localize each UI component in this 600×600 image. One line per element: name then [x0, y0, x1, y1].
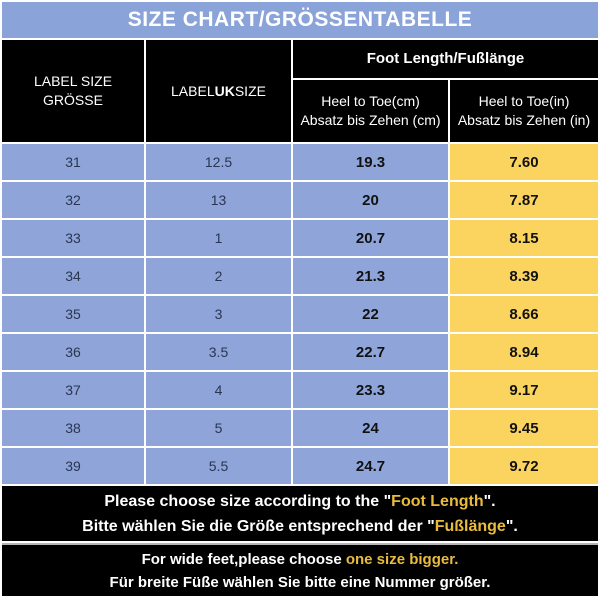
- cell-length-in: 8.15: [450, 220, 598, 256]
- header-label-size: LABEL SIZE GRÖSSE: [2, 40, 144, 142]
- header-heel-to-toe-in: Heel to Toe(in) Absatz bis Zehen (in): [450, 80, 598, 142]
- header-heel-to-toe-cm: Heel to Toe(cm) Absatz bis Zehen (cm): [293, 80, 448, 142]
- cell-length-cm: 22.7: [293, 334, 448, 370]
- note-foot-length: Please choose size according to the "Foo…: [2, 486, 598, 541]
- note-text: Please choose size according to the ": [104, 492, 392, 510]
- note-highlight: Fußlänge: [434, 517, 506, 535]
- note-line-en: Please choose size according to the "Foo…: [2, 489, 598, 514]
- cell-length-in: 8.66: [450, 296, 598, 332]
- table-body: 31 12.5 19.3 7.60 32 13 20 7.87 33 1 20.…: [2, 144, 598, 484]
- header-uk-suffix: SIZE: [234, 82, 266, 99]
- cell-length-cm: 20.7: [293, 220, 448, 256]
- cell-length-cm: 23.3: [293, 372, 448, 408]
- note-line-de: Bitte wählen Sie die Größe entsprechend …: [2, 514, 598, 539]
- cell-length-cm: 19.3: [293, 144, 448, 180]
- cell-uk-size: 13: [146, 182, 291, 218]
- cell-label-size: 31: [2, 144, 144, 180]
- cell-uk-size: 4: [146, 372, 291, 408]
- cell-uk-size: 3.5: [146, 334, 291, 370]
- note-text: ".: [483, 492, 496, 510]
- header-uk-bold: UK: [214, 82, 235, 99]
- cell-uk-size: 1: [146, 220, 291, 256]
- cell-label-size: 34: [2, 258, 144, 294]
- cell-length-cm: 22: [293, 296, 448, 332]
- cell-uk-size: 3: [146, 296, 291, 332]
- cell-length-in: 9.45: [450, 410, 598, 446]
- cell-uk-size: 12.5: [146, 144, 291, 180]
- note-line-en: For wide feet,please choose one size big…: [2, 548, 598, 571]
- cell-length-in: 7.87: [450, 182, 598, 218]
- page-title: SIZE CHART/GRÖSSENTABELLE: [2, 2, 598, 38]
- cell-length-in: 9.72: [450, 448, 598, 484]
- header-uk-size: LABEL UK SIZE: [146, 40, 291, 142]
- cell-label-size: 38: [2, 410, 144, 446]
- cell-label-size: 32: [2, 182, 144, 218]
- header-uk-prefix: LABEL: [171, 82, 215, 99]
- cell-uk-size: 5: [146, 410, 291, 446]
- note-text: Für breite Füße wählen Sie bitte eine Nu…: [109, 573, 491, 591]
- cell-length-cm: 20: [293, 182, 448, 218]
- cell-uk-size: 2: [146, 258, 291, 294]
- note-highlight: one size bigger.: [345, 550, 459, 568]
- note-line-de: Für breite Füße wählen Sie bitte eine Nu…: [2, 571, 598, 594]
- cell-label-size: 39: [2, 448, 144, 484]
- cell-length-in: 9.17: [450, 372, 598, 408]
- cell-label-size: 35: [2, 296, 144, 332]
- note-text: For wide feet,please choose: [141, 550, 346, 568]
- cell-label-size: 36: [2, 334, 144, 370]
- header-foot-length: Foot Length/Fußlänge: [293, 40, 598, 78]
- note-text: Bitte wählen Sie die Größe entsprechend …: [82, 517, 435, 535]
- cell-length-cm: 21.3: [293, 258, 448, 294]
- cell-label-size: 33: [2, 220, 144, 256]
- cell-length-in: 7.60: [450, 144, 598, 180]
- table-header: LABEL SIZE GRÖSSE LABEL UK SIZE Foot Len…: [2, 40, 598, 142]
- cell-length-cm: 24.7: [293, 448, 448, 484]
- note-text: ".: [505, 517, 518, 535]
- note-wide-feet: For wide feet,please choose one size big…: [2, 543, 598, 596]
- cell-uk-size: 5.5: [146, 448, 291, 484]
- cell-length-in: 8.39: [450, 258, 598, 294]
- cell-label-size: 37: [2, 372, 144, 408]
- note-highlight: Foot Length: [391, 492, 484, 510]
- cell-length-in: 8.94: [450, 334, 598, 370]
- cell-length-cm: 24: [293, 410, 448, 446]
